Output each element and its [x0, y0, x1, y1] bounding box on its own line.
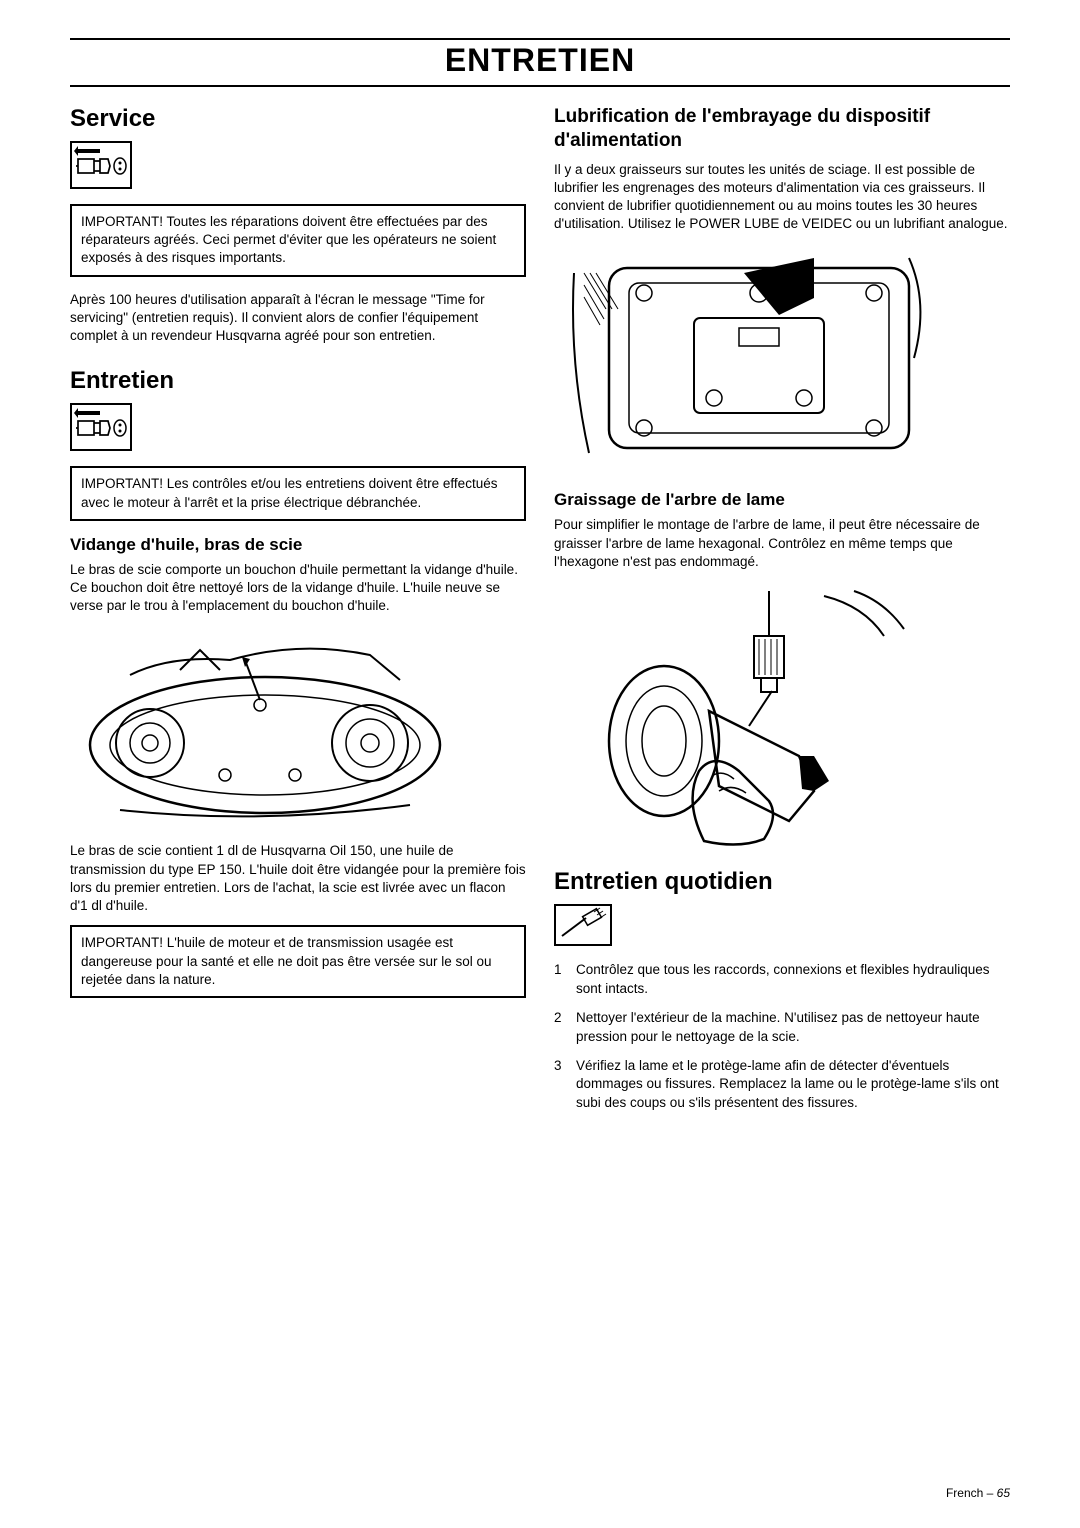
item-number: 1 [554, 961, 576, 999]
content-columns: Service IMPORTANT! Toutes les réparation… [70, 105, 1010, 1123]
saw-arm-figure [70, 625, 526, 830]
vidange-heading: Vidange d'huile, bras de scie [70, 535, 526, 555]
graissage-heading: Graissage de l'arbre de lame [554, 490, 1010, 510]
list-item: 1 Contrôlez que tous les raccords, conne… [554, 961, 1010, 999]
item-text: Nettoyer l'extérieur de la machine. N'ut… [576, 1009, 1010, 1047]
daily-checklist: 1 Contrôlez que tous les raccords, conne… [554, 961, 1010, 1113]
right-column: Lubrification de l'embrayage du disposit… [554, 105, 1010, 1123]
page-footer: French – 65 [946, 1486, 1010, 1500]
graissage-body: Pour simplifier le montage de l'arbre de… [554, 516, 1010, 571]
lubrification-body: Il y a deux graisseurs sur toutes les un… [554, 161, 1010, 234]
item-number: 3 [554, 1057, 576, 1114]
service-body: Après 100 heures d'utilisation apparaît … [70, 291, 526, 346]
list-item: 3 Vérifiez la lame et le protège-lame af… [554, 1057, 1010, 1114]
quotidien-heading: Entretien quotidien [554, 868, 1010, 896]
page-title: ENTRETIEN [70, 38, 1010, 87]
graissage-figure [554, 581, 1010, 856]
entretien-important-box: IMPORTANT! Les contrôles et/ou les entre… [70, 466, 526, 520]
brush-icon [554, 904, 1010, 951]
footer-page-number: 65 [997, 1486, 1010, 1500]
footer-sep: – [983, 1486, 996, 1500]
lubrification-figure [554, 243, 1010, 478]
footer-lang: French [946, 1486, 983, 1500]
vidange-body-2: Le bras de scie contient 1 dl de Husqvar… [70, 842, 526, 915]
item-text: Vérifiez la lame et le protège-lame afin… [576, 1057, 1010, 1114]
list-item: 2 Nettoyer l'extérieur de la machine. N'… [554, 1009, 1010, 1047]
lubrification-heading: Lubrification de l'embrayage du disposit… [554, 105, 1010, 153]
entretien-heading: Entretien [70, 367, 526, 395]
vidange-body-1: Le bras de scie comporte un bouchon d'hu… [70, 561, 526, 616]
vidange-important-box: IMPORTANT! L'huile de moteur et de trans… [70, 925, 526, 998]
unplug-icon [70, 141, 526, 194]
item-number: 2 [554, 1009, 576, 1047]
unplug-icon [70, 403, 526, 456]
item-text: Contrôlez que tous les raccords, connexi… [576, 961, 1010, 999]
left-column: Service IMPORTANT! Toutes les réparation… [70, 105, 526, 1123]
service-important-box: IMPORTANT! Toutes les réparations doiven… [70, 204, 526, 277]
service-heading: Service [70, 105, 526, 133]
